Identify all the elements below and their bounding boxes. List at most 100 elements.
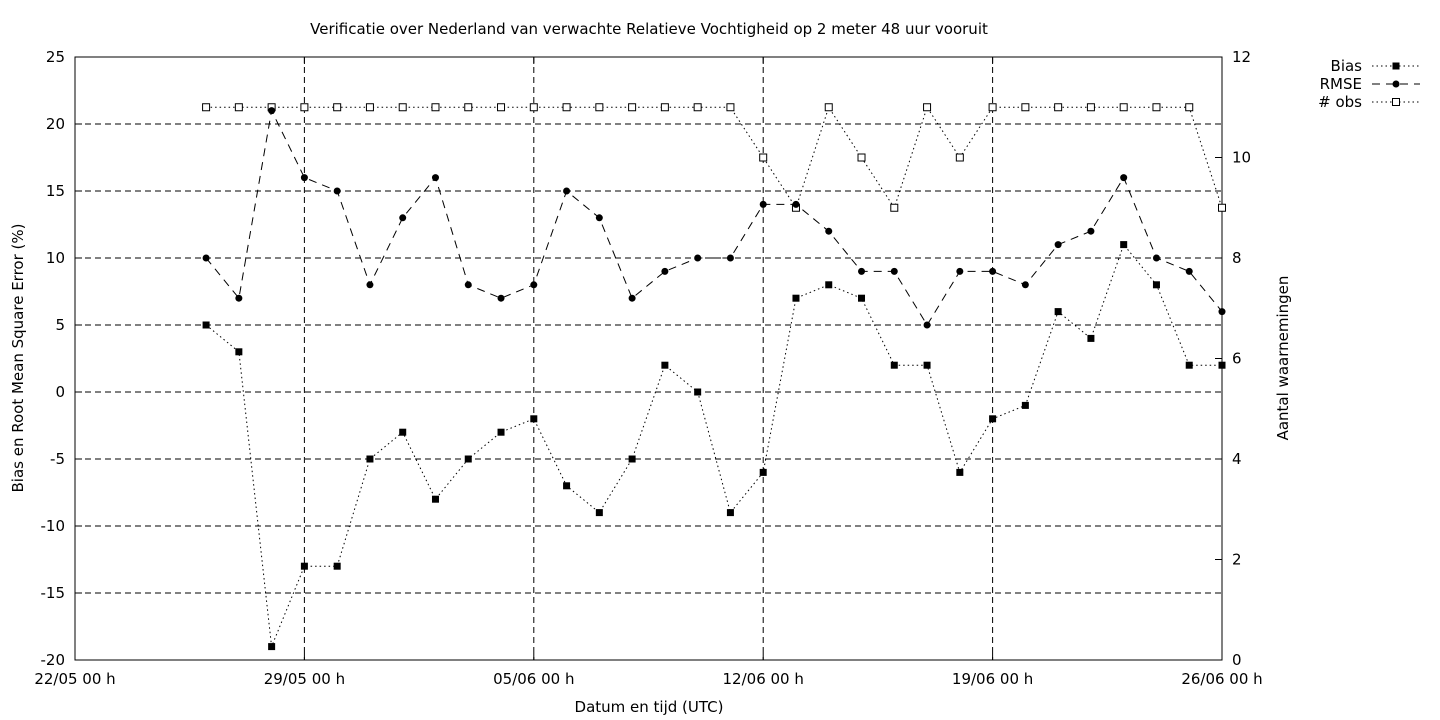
data-point (399, 428, 407, 436)
y2-tick-label: 4 (1232, 450, 1242, 468)
data-point (726, 254, 734, 262)
data-point (365, 103, 374, 112)
data-point (398, 103, 407, 112)
data-point (595, 509, 603, 517)
plot-frame (74, 56, 1223, 661)
x-tick-label: 22/05 00 h (34, 670, 115, 688)
y2-tick-label: 2 (1232, 551, 1242, 569)
data-point (660, 103, 669, 112)
y-tick-label: 20 (46, 115, 65, 133)
legend-label: Bias (1331, 57, 1363, 75)
data-point (1021, 401, 1029, 409)
x-tick-label: 29/05 00 h (264, 670, 345, 688)
data-point (366, 455, 374, 463)
data-point (1021, 281, 1029, 289)
chart-title: Verificatie over Nederland van verwachte… (310, 20, 988, 38)
data-point (464, 103, 473, 112)
y-tick-label: 0 (55, 383, 65, 401)
data-point (694, 254, 702, 262)
data-point (563, 482, 571, 490)
legend-label: RMSE (1320, 75, 1362, 93)
series-layer (202, 103, 1226, 651)
y2-tick-label: 12 (1232, 48, 1251, 66)
data-point (792, 200, 800, 208)
data-point (628, 103, 637, 112)
y-tick-label: -15 (41, 584, 66, 602)
data-point (202, 321, 210, 329)
data-point (694, 388, 702, 396)
y2-tick-label: 0 (1232, 651, 1242, 669)
data-point (399, 214, 407, 222)
series-bias (202, 241, 1226, 651)
data-point (562, 103, 571, 112)
data-point (1119, 103, 1128, 112)
data-point (595, 214, 603, 222)
data-point (1218, 203, 1226, 212)
data-point (431, 103, 440, 112)
data-point (366, 281, 374, 289)
data-point (1054, 103, 1063, 112)
data-point (497, 294, 505, 302)
y-tick-label: 10 (46, 249, 65, 267)
data-point (956, 267, 964, 275)
data-point (431, 495, 439, 503)
data-point (235, 294, 243, 302)
data-point (1152, 254, 1160, 262)
data-point (595, 103, 604, 112)
data-point (1120, 241, 1128, 249)
data-point (857, 153, 866, 162)
data-point (1120, 174, 1128, 182)
data-point (858, 294, 866, 302)
data-point (726, 103, 735, 112)
data-point (792, 294, 800, 302)
data-point (1218, 361, 1226, 369)
series-line (205, 243, 1222, 647)
data-point (464, 455, 472, 463)
x-axis-label: Datum en tijd (UTC) (575, 698, 724, 716)
data-point (989, 415, 997, 423)
data-point (693, 103, 702, 112)
y-tick-label: 25 (46, 48, 65, 66)
data-point (1185, 361, 1193, 369)
data-point (923, 321, 931, 329)
data-point (661, 361, 669, 369)
data-point (890, 361, 898, 369)
gridlines (75, 57, 1222, 660)
data-point (1054, 241, 1062, 249)
y2-tick-label: 8 (1232, 249, 1242, 267)
data-point (529, 103, 538, 112)
y-tick-label: 15 (46, 182, 65, 200)
data-point (989, 267, 997, 275)
data-point (956, 468, 964, 476)
data-point (333, 103, 342, 112)
data-point (661, 267, 669, 275)
data-point (202, 103, 211, 112)
data-point (1185, 267, 1193, 275)
data-point (988, 103, 997, 112)
data-point (268, 643, 276, 651)
axes: -20 -15 -10 -5 0 5 10 15 20 25 0 2 4 6 8 10 12 22/05 00 h… (34, 48, 1262, 688)
data-point (1054, 308, 1062, 316)
data-point (300, 174, 308, 182)
y-tick-label: -20 (41, 651, 66, 669)
data-point (431, 174, 439, 182)
x-tick-label: 19/06 00 h (952, 670, 1033, 688)
data-point (1152, 281, 1160, 289)
y-tick-label: 5 (55, 316, 65, 334)
data-point (1152, 103, 1161, 112)
data-point (759, 200, 767, 208)
data-point (759, 468, 767, 476)
data-point (628, 455, 636, 463)
data-point (497, 103, 506, 112)
data-point (202, 254, 210, 262)
y2-axis-label: Aantal waarnemingen (1274, 276, 1292, 441)
legend-marker (1392, 98, 1400, 106)
y2-tick-label: 6 (1232, 350, 1242, 368)
data-point (1086, 103, 1095, 112)
series-line (205, 108, 1223, 326)
series-rmse (202, 107, 1226, 329)
data-point (1218, 308, 1226, 316)
data-point (890, 203, 899, 212)
data-point (759, 153, 768, 162)
